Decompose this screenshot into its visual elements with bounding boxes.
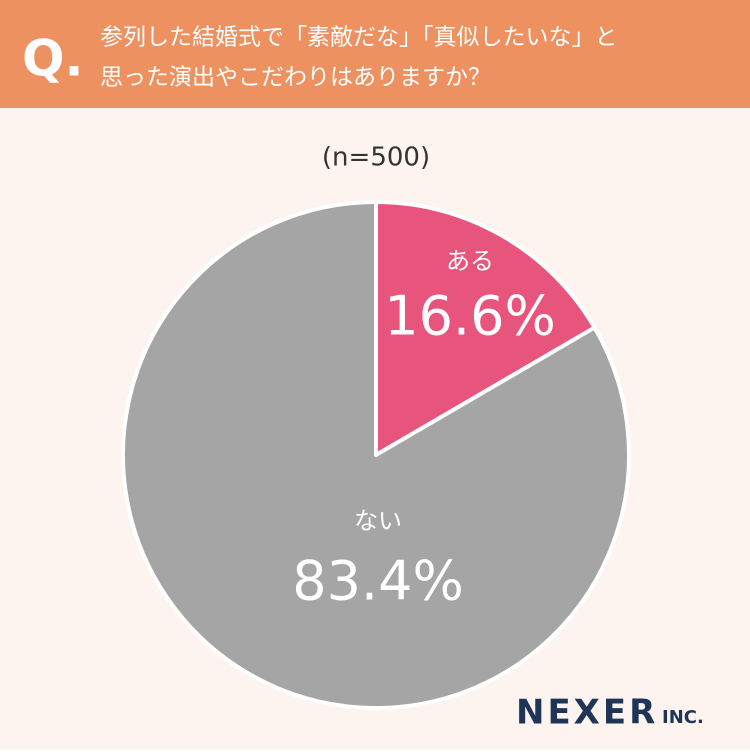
pie [121, 200, 631, 710]
slice-value-label: 16.6% [384, 285, 556, 348]
title-line: 思った演出やこだわりはありますか？ [100, 65, 491, 91]
slice-category: ある [446, 247, 494, 275]
question-mark: Q. [22, 30, 84, 88]
brand-name: NEXER [516, 693, 658, 733]
slice-value-label: 83.4% [292, 550, 464, 613]
pie-slice [121, 200, 631, 710]
subtitle: (n=500) [322, 143, 430, 173]
pie-slice [374, 200, 597, 457]
brand-suffix: INC. [662, 707, 704, 728]
slice-category: ない [354, 507, 402, 535]
header-band [0, 0, 750, 108]
title-line: 参列した結婚式で「素敵だな」「真似したいな」と [100, 25, 618, 51]
